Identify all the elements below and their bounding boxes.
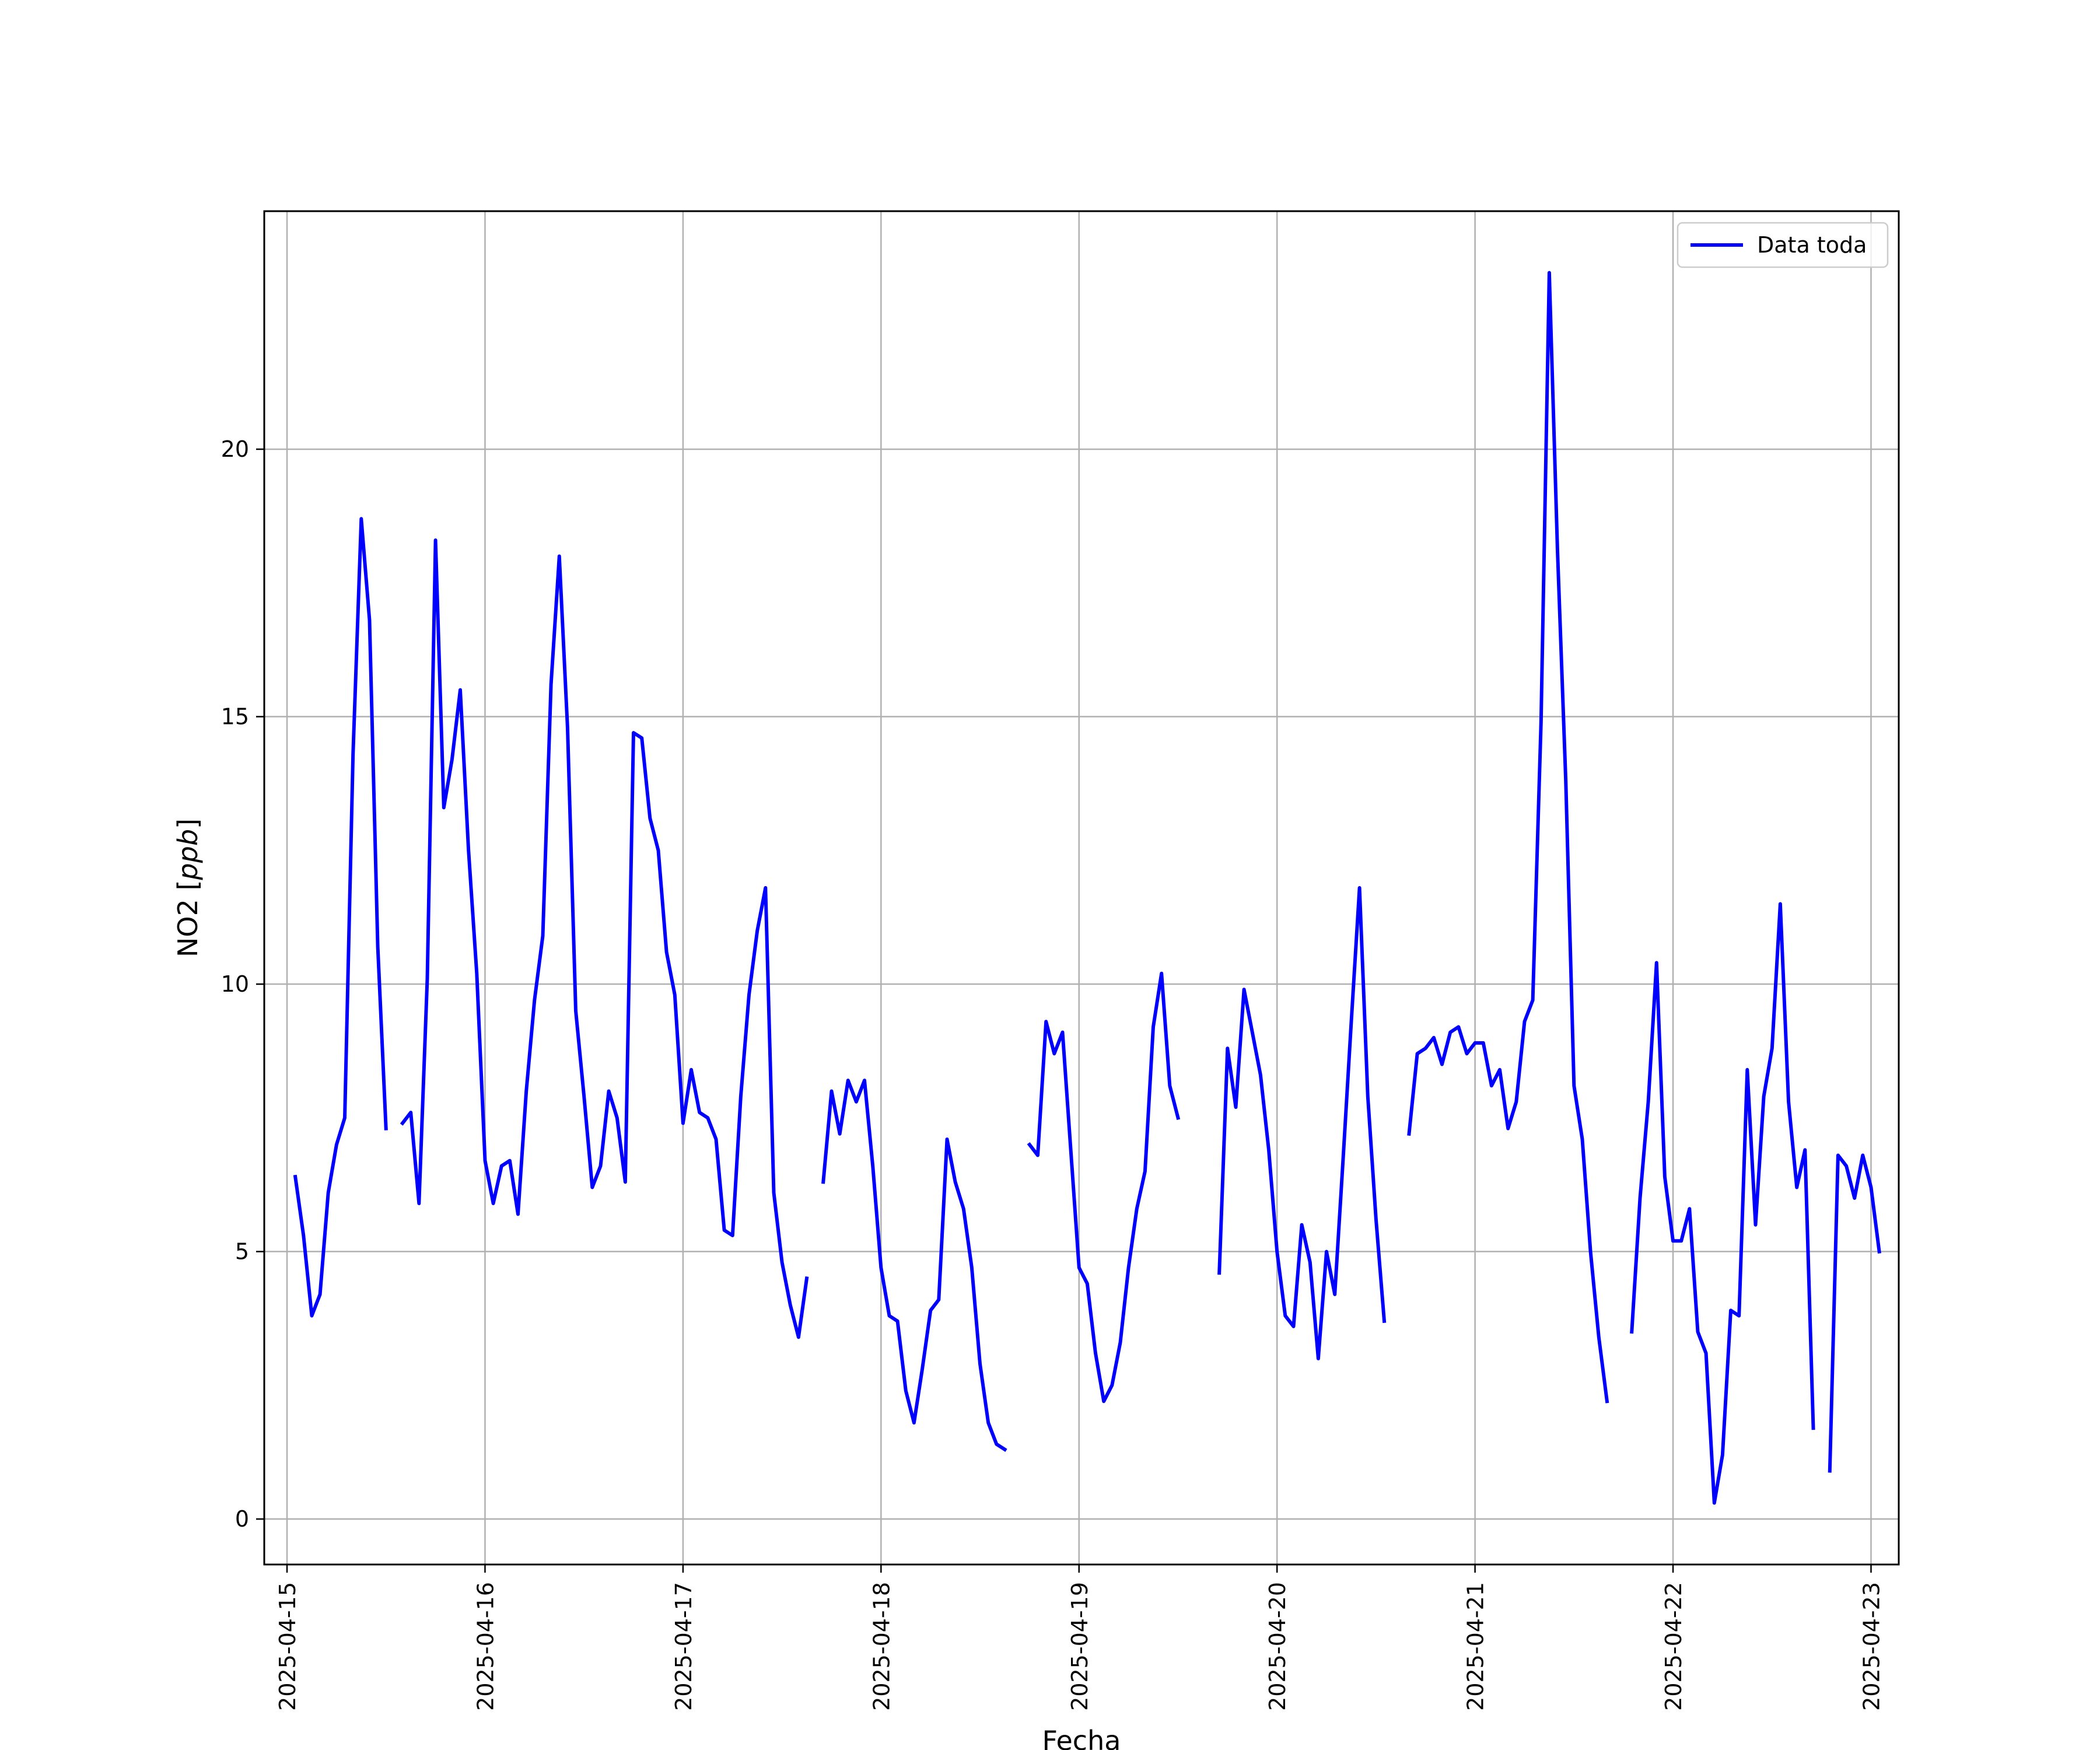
legend: Data toda	[1676, 222, 1889, 268]
legend-box	[1676, 222, 1889, 268]
grid-lines	[264, 211, 1899, 1564]
y-tick-label: 15	[221, 704, 249, 730]
series-line-segment	[400, 538, 809, 1339]
series-line-segment	[821, 1079, 1007, 1452]
y-axis-label-unit: ppb	[172, 829, 204, 881]
series-line-segment	[1027, 971, 1181, 1404]
y-tick-label: 0	[235, 1506, 249, 1532]
series-line-segment	[1407, 271, 1609, 1404]
x-tick-label: 2025-04-15	[275, 1582, 300, 1711]
x-tick-label: 2025-04-22	[1661, 1582, 1686, 1711]
x-tick-label: 2025-04-16	[473, 1582, 498, 1711]
x-tick-label: 2025-04-17	[671, 1582, 696, 1711]
y-tick-label: 5	[235, 1239, 249, 1265]
y-axis-label: NO2 [ppb]	[172, 818, 204, 957]
series-line-segment	[1828, 1153, 1881, 1473]
series-data-toda	[293, 271, 1881, 1505]
y-tick-label: 10	[221, 971, 249, 997]
y-axis-label-end: ]	[172, 818, 204, 829]
plot-frame	[263, 210, 1900, 1566]
y-axis-label-main: NO2 [	[172, 880, 204, 957]
legend-label-data-toda: Data toda	[1757, 232, 1867, 258]
x-axis-label: Fecha	[1042, 1725, 1121, 1750]
x-tick-label: 2025-04-20	[1265, 1582, 1290, 1711]
series-line-segment	[1217, 886, 1387, 1360]
x-axis-ticks: 2025-04-15 2025-04-16 2025-04-17 2025-04-18…	[275, 1564, 1884, 1711]
x-tick-label: 2025-04-18	[869, 1582, 894, 1711]
plot-area-background	[264, 211, 1899, 1564]
series-line-segment	[1630, 902, 1815, 1505]
x-tick-label: 2025-04-21	[1463, 1582, 1489, 1711]
y-tick-label: 20	[221, 436, 249, 462]
y-axis-ticks: 0 5 10 15 20	[221, 436, 264, 1532]
x-tick-label: 2025-04-19	[1067, 1582, 1093, 1711]
series-line-segment	[293, 517, 388, 1318]
x-tick-label: 2025-04-23	[1859, 1582, 1884, 1711]
